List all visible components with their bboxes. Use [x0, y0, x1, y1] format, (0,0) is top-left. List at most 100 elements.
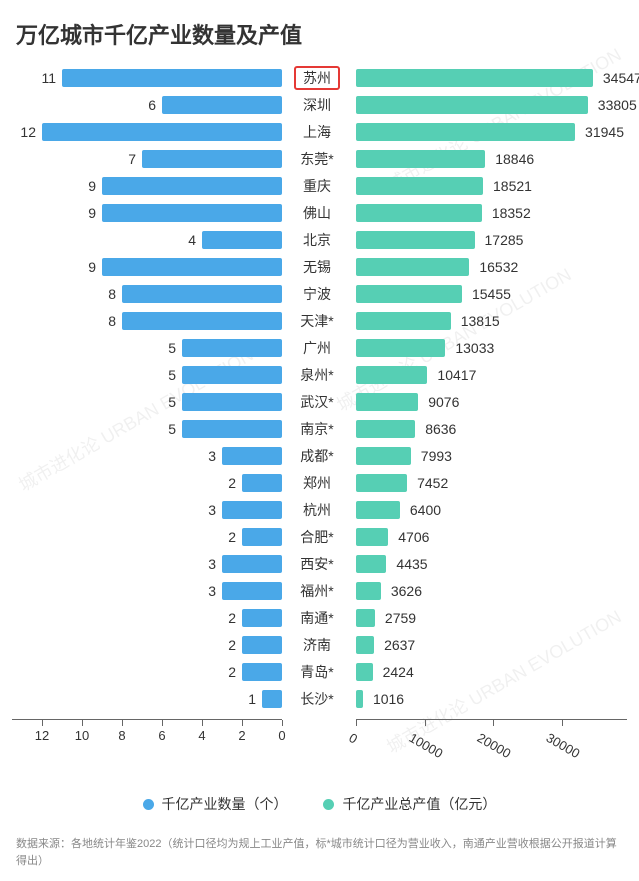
legend-label-left: 千亿产业数量（个） — [162, 794, 288, 814]
data-row: 1长沙*1016 — [12, 687, 627, 711]
data-row: 2济南2637 — [12, 633, 627, 657]
left-bar — [242, 663, 282, 681]
right-bar — [356, 96, 588, 114]
city-label: 佛山 — [282, 203, 352, 223]
data-row: 5南京*8636 — [12, 417, 627, 441]
left-bar — [102, 258, 282, 276]
left-bar — [222, 555, 282, 573]
right-bar — [356, 582, 381, 600]
right-bar — [356, 663, 373, 681]
left-value: 3 — [208, 583, 216, 599]
right-value: 1016 — [373, 691, 404, 707]
left-bar — [42, 123, 282, 141]
data-row: 3 杭州 6400 — [12, 498, 627, 522]
city-label: 西安* — [282, 554, 352, 574]
chart-title: 万亿城市千亿产业数量及产值 — [12, 18, 627, 50]
data-row: 3西安*4435 — [12, 552, 627, 576]
left-value: 7 — [128, 151, 136, 167]
legend-dot-right — [323, 799, 334, 810]
city-label: 苏州 — [282, 68, 352, 88]
right-bar — [356, 339, 445, 357]
left-value: 3 — [208, 502, 216, 518]
right-bar — [356, 204, 482, 222]
axis-row: 121086420 0100002000030000 — [12, 719, 627, 776]
legend-label-right: 千亿产业总产值（亿元） — [342, 794, 496, 814]
data-row: 2 青岛* 2424 — [12, 660, 627, 684]
right-bar — [356, 690, 363, 708]
city-label: 南京* — [282, 419, 352, 439]
left-bar — [222, 501, 282, 519]
right-value: 9076 — [428, 394, 459, 410]
data-row: 4北京17285 — [12, 228, 627, 252]
left-value: 1 — [248, 691, 256, 707]
legend-item-left: 千亿产业数量（个） — [143, 794, 288, 814]
left-bar — [222, 447, 282, 465]
left-bar — [182, 393, 282, 411]
left-axis: 121086420 — [12, 719, 282, 760]
left-bar — [242, 636, 282, 654]
right-bar — [356, 285, 462, 303]
right-bar — [356, 123, 575, 141]
data-row: 9无锡16532 — [12, 255, 627, 279]
right-value: 3626 — [391, 583, 422, 599]
left-tick-label: 0 — [278, 728, 285, 743]
right-bar — [356, 555, 386, 573]
left-tick-label: 2 — [238, 728, 245, 743]
left-bar — [62, 69, 282, 87]
left-bar — [202, 231, 282, 249]
left-bar — [122, 312, 282, 330]
data-row: 5广州13033 — [12, 336, 627, 360]
left-value: 9 — [88, 205, 96, 221]
left-bar — [242, 474, 282, 492]
left-value: 2 — [228, 664, 236, 680]
data-row: 8天津*13815 — [12, 309, 627, 333]
right-value: 6400 — [410, 502, 441, 518]
left-tick-label: 4 — [198, 728, 205, 743]
data-row: 5泉州*10417 — [12, 363, 627, 387]
city-label: 深圳 — [282, 95, 352, 115]
city-label: 武汉* — [282, 392, 352, 412]
right-value: 2759 — [385, 610, 416, 626]
right-value: 13815 — [461, 313, 500, 329]
right-bar — [356, 420, 415, 438]
data-row: 2合肥*4706 — [12, 525, 627, 549]
right-value: 34547 — [603, 70, 639, 86]
city-label: 青岛* — [282, 662, 352, 682]
left-value: 5 — [168, 421, 176, 437]
bars-container: 11苏州345476深圳3380512上海319457东莞*188469重庆18… — [12, 66, 627, 711]
left-value: 6 — [148, 97, 156, 113]
city-label: 南通* — [282, 608, 352, 628]
left-tick-label: 10 — [75, 728, 89, 743]
data-row: 3成都*7993 — [12, 444, 627, 468]
left-bar — [182, 420, 282, 438]
left-value: 5 — [168, 340, 176, 356]
data-row: 9 佛山 18352 — [12, 201, 627, 225]
right-value: 16532 — [479, 259, 518, 275]
right-value: 18521 — [493, 178, 532, 194]
right-value: 10417 — [437, 367, 476, 383]
data-row: 9重庆18521 — [12, 174, 627, 198]
left-bar — [242, 528, 282, 546]
left-value: 9 — [88, 178, 96, 194]
left-bar — [162, 96, 282, 114]
city-label: 天津* — [282, 311, 352, 331]
left-value: 2 — [228, 610, 236, 626]
right-bar — [356, 501, 400, 519]
left-tick-label: 6 — [158, 728, 165, 743]
right-value: 4435 — [396, 556, 427, 572]
right-value: 33805 — [598, 97, 637, 113]
right-value: 13033 — [455, 340, 494, 356]
right-bar — [356, 366, 427, 384]
highlight-box — [294, 66, 340, 90]
right-value: 18352 — [492, 205, 531, 221]
right-value: 2424 — [383, 664, 414, 680]
right-bar — [356, 636, 374, 654]
right-value: 2637 — [384, 637, 415, 653]
right-value: 18846 — [495, 151, 534, 167]
city-label: 泉州* — [282, 365, 352, 385]
city-label: 杭州 — [282, 500, 352, 520]
legend: 千亿产业数量（个） 千亿产业总产值（亿元） — [12, 794, 627, 814]
data-row: 2郑州7452 — [12, 471, 627, 495]
city-label: 合肥* — [282, 527, 352, 547]
left-value: 3 — [208, 448, 216, 464]
